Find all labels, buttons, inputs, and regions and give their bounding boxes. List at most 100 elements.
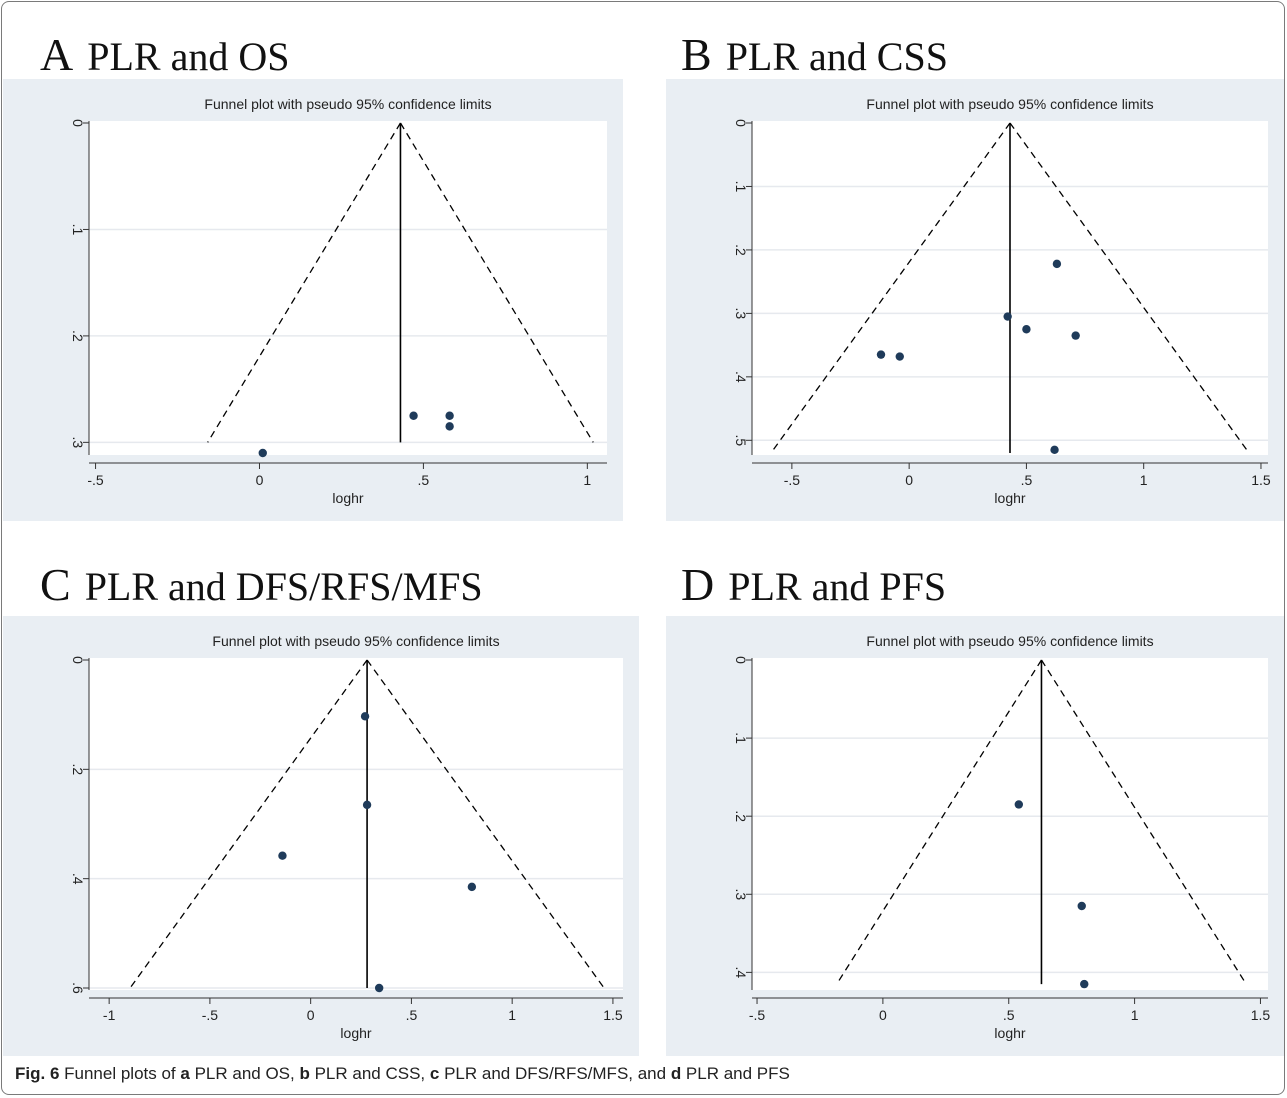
caption-part: Funnel plots of — [59, 1064, 181, 1083]
x-tick-label: 1.5 — [1251, 472, 1271, 488]
panel-a-funnel-chart: Funnel plot with pseudo 95% confidence l… — [70, 96, 607, 506]
panel-a-heading: A PLR and OS — [40, 32, 289, 78]
x-tick-label: 1.5 — [603, 1007, 623, 1023]
y-tick-label: .3 — [733, 888, 749, 900]
panel-a-letter: A — [40, 29, 74, 80]
caption-part: PLR and OS, — [189, 1064, 300, 1083]
panel-b-heading: B PLR and CSS — [681, 32, 948, 78]
study-point — [1014, 800, 1024, 809]
x-axis-label: loghr — [332, 490, 363, 506]
caption-part: PLR and PFS — [681, 1064, 790, 1083]
panel-b-funnel-chart: Funnel plot with pseudo 95% confidence l… — [733, 96, 1271, 506]
x-tick-label: .5 — [406, 1007, 418, 1023]
x-tick-label: .5 — [418, 472, 430, 488]
panel-b-plot-area: Funnel plot with pseudo 95% confidence l… — [666, 79, 1284, 521]
caption-part: c — [429, 1064, 440, 1083]
panel-c-funnel-chart: Funnel plot with pseudo 95% confidence l… — [70, 633, 623, 1041]
funnel-lower-limit-line — [207, 122, 402, 443]
panel-b-letter: B — [681, 29, 712, 80]
caption-part: d — [670, 1064, 682, 1083]
funnel-upper-limit-line — [1040, 659, 1247, 985]
x-tick-label: -.5 — [749, 1007, 766, 1023]
study-point — [258, 448, 267, 458]
figure-caption-label: Fig. 6 — [15, 1064, 60, 1083]
x-tick-label: 1 — [508, 1007, 516, 1023]
panel-d-letter: D — [681, 559, 715, 610]
y-tick-label: .5 — [733, 434, 749, 446]
y-tick-label: .3 — [70, 437, 86, 449]
x-tick-label: 0 — [905, 472, 913, 488]
y-tick-label: .3 — [733, 308, 749, 320]
y-tick-label: 0 — [70, 656, 86, 664]
plot-region — [89, 658, 623, 990]
panel-a-title: PLR and OS — [87, 34, 290, 79]
study-point — [362, 800, 372, 810]
caption-part: b — [299, 1064, 310, 1083]
study-point — [1003, 312, 1012, 321]
x-tick-label: 0 — [256, 472, 264, 488]
study-point — [467, 882, 477, 892]
y-tick-label: 0 — [70, 119, 86, 127]
y-tick-label: .6 — [70, 982, 86, 994]
chart-title: Funnel plot with pseudo 95% confidence l… — [866, 96, 1153, 112]
study-point — [409, 411, 418, 420]
y-tick-label: 0 — [733, 656, 749, 664]
funnel-lower-limit-line — [770, 122, 1011, 454]
y-tick-label: .4 — [70, 873, 86, 885]
x-tick-label: 1.5 — [1251, 1007, 1271, 1023]
figure-caption-text: Funnel plots of a PLR and OS, b PLR and … — [59, 1064, 790, 1083]
study-point — [374, 983, 384, 993]
panel-c-title: PLR and DFS/RFS/MFS — [84, 564, 483, 609]
study-point — [1080, 979, 1089, 989]
panel-d-title: PLR and PFS — [728, 564, 947, 609]
study-point — [1050, 445, 1059, 455]
study-point — [360, 712, 370, 721]
study-point — [1022, 325, 1031, 334]
funnel-upper-limit-line — [366, 659, 605, 989]
y-tick-label: .4 — [733, 967, 749, 979]
funnel-upper-limit-line — [1009, 122, 1250, 454]
x-tick-label: 0 — [879, 1007, 887, 1023]
x-tick-label: -.5 — [87, 472, 104, 488]
y-tick-label: .2 — [733, 244, 749, 256]
plot-region — [752, 658, 1268, 990]
study-point — [1071, 331, 1080, 340]
x-axis-label: loghr — [994, 490, 1025, 506]
x-axis-label: loghr — [994, 1025, 1025, 1041]
chart-title: Funnel plot with pseudo 95% confidence l… — [866, 633, 1153, 649]
panel-d-plot-area: Funnel plot with pseudo 95% confidence l… — [666, 616, 1284, 1056]
study-point — [278, 851, 287, 860]
x-tick-label: -.5 — [202, 1007, 219, 1023]
study-point — [1052, 259, 1062, 269]
chart-title: Funnel plot with pseudo 95% confidence l… — [204, 96, 491, 112]
x-tick-label: 1 — [583, 472, 591, 488]
x-tick-label: -.5 — [784, 472, 801, 488]
y-tick-label: .1 — [70, 224, 86, 236]
panel-c-letter: C — [40, 559, 71, 610]
panel-b-title: PLR and CSS — [725, 34, 948, 79]
caption-part: a — [180, 1064, 190, 1083]
funnel-upper-limit-line — [399, 122, 594, 443]
figure-caption: Fig. 6 Funnel plots of a PLR and OS, b P… — [15, 1064, 790, 1084]
x-tick-label: 0 — [307, 1007, 315, 1023]
caption-part: PLR and CSS, — [309, 1064, 430, 1083]
funnel-lower-limit-line — [836, 659, 1043, 985]
chart-title: Funnel plot with pseudo 95% confidence l… — [212, 633, 499, 649]
y-tick-label: .2 — [70, 763, 86, 775]
study-point — [876, 350, 886, 359]
x-tick-label: 1 — [1131, 1007, 1139, 1023]
panel-d-funnel-chart: Funnel plot with pseudo 95% confidence l… — [733, 633, 1271, 1041]
study-point — [445, 411, 454, 420]
panel-c-heading: C PLR and DFS/RFS/MFS — [40, 562, 483, 608]
x-tick-label: .5 — [1021, 472, 1033, 488]
y-tick-label: .4 — [733, 371, 749, 383]
x-tick-label: -1 — [103, 1007, 116, 1023]
study-point — [1077, 901, 1086, 911]
x-tick-label: 1 — [1140, 472, 1148, 488]
y-tick-label: .2 — [733, 810, 749, 822]
plot-region — [89, 121, 607, 455]
panel-c-plot-area: Funnel plot with pseudo 95% confidence l… — [3, 616, 639, 1056]
panel-d-heading: D PLR and PFS — [681, 562, 946, 608]
funnel-lower-limit-line — [129, 659, 368, 989]
